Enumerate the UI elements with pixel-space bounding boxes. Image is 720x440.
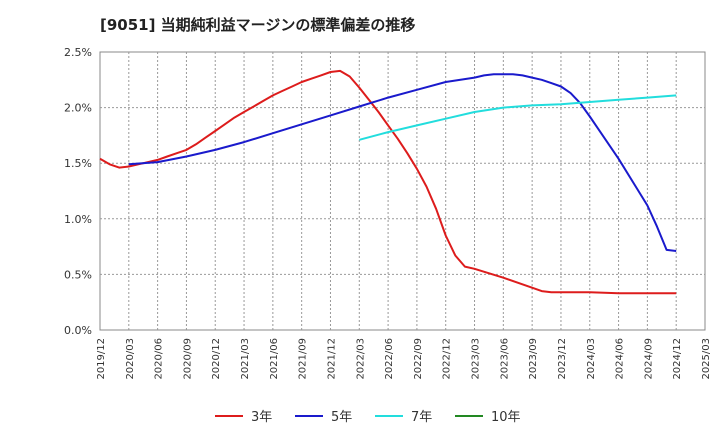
- y-tick-label: 2.5%: [64, 46, 92, 59]
- legend-label: 10年: [491, 410, 521, 425]
- x-tick-label: 2023/03: [471, 338, 482, 380]
- x-tick-label: 2024/03: [586, 338, 597, 380]
- x-tick-label: 2021/03: [240, 338, 251, 380]
- grid-layer: [100, 52, 705, 330]
- legend-item: 3年: [215, 410, 272, 425]
- x-tick-label: 2024/09: [643, 338, 654, 380]
- series-layer: [99, 69, 677, 295]
- legend: 3年 5年 7年 10年: [215, 410, 521, 425]
- x-axis-ticks: 2019/12 2020/03 2020/06 2020/09 2020/12 2021/…: [96, 338, 712, 380]
- x-tick-label: 2021/06: [269, 338, 280, 380]
- y-axis-ticks: 0.0% 0.5% 1.0% 1.5% 2.0% 2.5%: [64, 46, 92, 337]
- legend-label: 7年: [411, 410, 432, 425]
- legend-item: 7年: [375, 410, 432, 425]
- x-tick-label: 2023/12: [557, 338, 568, 380]
- x-tick-label: 2022/06: [384, 338, 395, 380]
- y-tick-label: 1.0%: [64, 213, 92, 226]
- legend-label: 5年: [331, 410, 352, 425]
- legend-item: 5年: [295, 410, 352, 425]
- x-tick-label: 2021/12: [326, 338, 337, 380]
- x-tick-label: 2022/12: [442, 338, 453, 380]
- x-tick-label: 2023/09: [528, 338, 539, 380]
- y-tick-label: 2.0%: [64, 102, 92, 115]
- x-tick-label: 2024/06: [615, 338, 626, 380]
- series-line: [359, 94, 677, 141]
- plot-area: [99, 51, 706, 331]
- x-tick-label: 2020/09: [182, 338, 193, 380]
- y-tick-label: 0.0%: [64, 324, 92, 337]
- legend-item: 10年: [455, 410, 521, 425]
- x-tick-label: 2024/12: [672, 338, 683, 380]
- x-tick-label: 2022/09: [413, 338, 424, 380]
- x-tick-label: 2019/12: [96, 338, 107, 380]
- x-tick-label: 2020/06: [154, 338, 165, 380]
- x-tick-label: 2025/03: [701, 338, 712, 380]
- y-tick-label: 1.5%: [64, 157, 92, 170]
- legend-label: 3年: [251, 410, 272, 425]
- series-line: [128, 73, 677, 252]
- chart-title: [9051] 当期純利益マージンの標準偏差の推移: [100, 16, 416, 34]
- series-line: [99, 69, 677, 295]
- x-tick-label: 2023/06: [499, 338, 510, 380]
- x-tick-label: 2021/09: [298, 338, 309, 380]
- x-tick-label: 2020/12: [211, 338, 222, 380]
- x-tick-label: 2020/03: [125, 338, 136, 380]
- y-tick-label: 0.5%: [64, 268, 92, 281]
- x-tick-label: 2022/03: [355, 338, 366, 380]
